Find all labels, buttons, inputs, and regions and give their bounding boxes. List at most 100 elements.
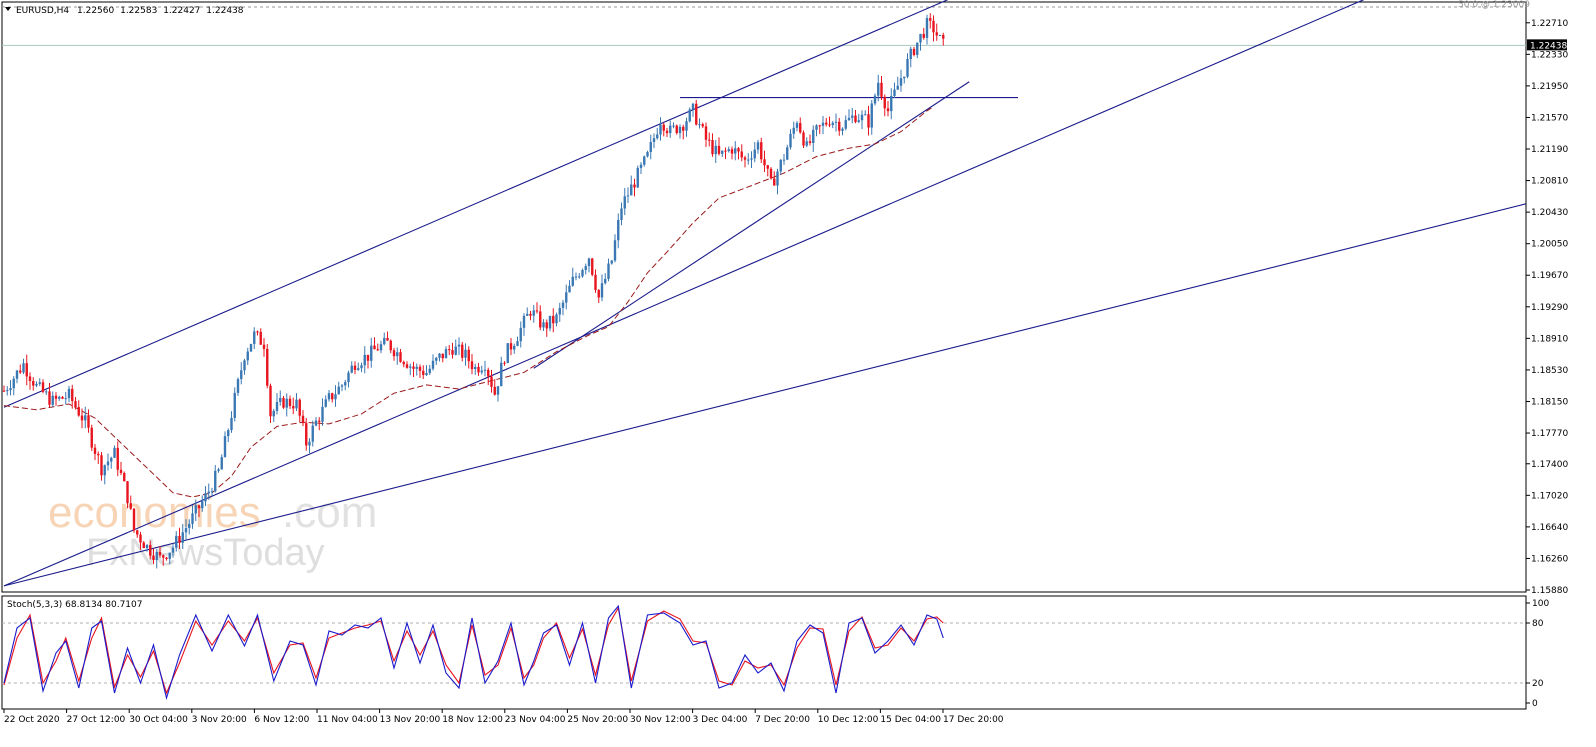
candle-body bbox=[766, 165, 769, 169]
candle-body bbox=[64, 398, 67, 400]
candle-body bbox=[158, 551, 162, 556]
candle-body bbox=[457, 344, 461, 347]
candle-body bbox=[815, 125, 818, 130]
candle-body bbox=[301, 415, 305, 424]
candle-body bbox=[652, 138, 656, 142]
candle-body bbox=[337, 386, 340, 395]
candle-body bbox=[522, 315, 526, 328]
trendline-channel-lower[interactable] bbox=[3, 0, 1385, 587]
candle-body bbox=[116, 447, 119, 470]
candle-body bbox=[620, 208, 623, 220]
candle-body bbox=[334, 394, 337, 400]
candle-body bbox=[838, 121, 841, 131]
price-panel[interactable] bbox=[1, 1, 1527, 593]
candle-body bbox=[28, 376, 32, 381]
candle-body bbox=[597, 289, 600, 298]
trendline-channel-upper[interactable] bbox=[3, 0, 969, 408]
candle-body bbox=[487, 369, 490, 377]
candle-body bbox=[769, 168, 773, 179]
watermark-part1: economies bbox=[48, 488, 261, 537]
candle-body bbox=[344, 382, 347, 386]
price-tick-label: 1.22710 bbox=[1531, 19, 1568, 29]
candle-body bbox=[617, 219, 620, 241]
candle-body bbox=[529, 313, 532, 316]
candle-body bbox=[760, 142, 763, 160]
candle-body bbox=[708, 139, 711, 141]
candle-body bbox=[782, 159, 786, 161]
dropdown-triangle-icon[interactable] bbox=[5, 7, 11, 11]
candle-body bbox=[886, 108, 890, 112]
candle-body bbox=[825, 122, 828, 125]
candle-body bbox=[740, 151, 743, 158]
stoch-axis: 100 80 20 0 bbox=[1526, 599, 1549, 709]
candle-body bbox=[262, 344, 266, 349]
candle-body bbox=[331, 393, 334, 400]
stoch-tick-label: 20 bbox=[1532, 679, 1544, 689]
stoch-main-line bbox=[3, 604, 944, 701]
candle-body bbox=[438, 353, 441, 358]
candle-body bbox=[308, 441, 311, 446]
candle-body bbox=[370, 345, 373, 361]
current-price-tag: 1.22438 bbox=[1527, 39, 1567, 51]
candle-body bbox=[139, 534, 142, 543]
candle-body bbox=[496, 386, 500, 395]
candle-body bbox=[854, 115, 857, 123]
candle-body bbox=[558, 307, 561, 315]
candle-body bbox=[51, 395, 54, 405]
candle-body bbox=[282, 397, 285, 408]
trendline-long-support[interactable] bbox=[3, 203, 1527, 587]
price-tick-label: 1.15880 bbox=[1531, 586, 1568, 596]
watermark-line2: FxNewsToday bbox=[86, 532, 325, 574]
candle-body bbox=[12, 378, 15, 389]
candle-body bbox=[929, 18, 932, 21]
trendlines[interactable] bbox=[3, 0, 1527, 587]
candle-body bbox=[236, 379, 240, 393]
candle-body bbox=[545, 322, 548, 329]
candle-body bbox=[298, 399, 301, 416]
candle-body bbox=[909, 48, 912, 60]
candle-body bbox=[233, 392, 236, 418]
time-tick-label: 3 Dec 04:00 bbox=[693, 715, 748, 725]
header-high: 1.22583 bbox=[120, 6, 157, 16]
price-tick-label: 1.20810 bbox=[1531, 177, 1568, 187]
candle-body bbox=[285, 398, 288, 408]
candle-body bbox=[750, 158, 753, 160]
stoch-panel[interactable] bbox=[1, 595, 1527, 710]
candle-body bbox=[688, 109, 691, 122]
candle-body bbox=[279, 397, 282, 402]
candle-body bbox=[890, 96, 893, 112]
candle-body bbox=[425, 373, 428, 376]
candle-body bbox=[899, 78, 903, 86]
time-tick-label: 13 Nov 20:00 bbox=[380, 715, 441, 725]
price-tick-label: 1.17400 bbox=[1531, 460, 1568, 470]
time-tick-label: 7 Dec 20:00 bbox=[755, 715, 810, 725]
candle-body bbox=[188, 523, 191, 529]
candle-body bbox=[698, 124, 701, 126]
candle-body bbox=[893, 89, 896, 97]
candle-body bbox=[340, 385, 344, 387]
candle-body bbox=[214, 470, 217, 492]
candle-body bbox=[649, 141, 652, 153]
candle-body bbox=[178, 535, 181, 543]
time-tick-label: 6 Nov 12:00 bbox=[254, 715, 309, 725]
candle-body bbox=[727, 149, 730, 152]
candle-body bbox=[168, 552, 171, 559]
price-tick-label: 1.18530 bbox=[1531, 366, 1568, 376]
candle-body bbox=[669, 125, 672, 134]
candle-body bbox=[747, 159, 750, 161]
trendline-short-support[interactable] bbox=[533, 81, 970, 369]
candle-body bbox=[763, 159, 766, 166]
candle-body bbox=[509, 343, 513, 350]
candle-body bbox=[581, 269, 584, 277]
candle-body bbox=[857, 120, 860, 123]
candle-body bbox=[126, 481, 129, 504]
candle-body bbox=[721, 150, 724, 154]
candle-body bbox=[743, 157, 747, 160]
candle-body bbox=[789, 133, 792, 148]
candle-body bbox=[399, 352, 402, 362]
candle-body bbox=[883, 96, 886, 109]
candle-body bbox=[643, 156, 646, 165]
candle-body bbox=[847, 117, 851, 121]
